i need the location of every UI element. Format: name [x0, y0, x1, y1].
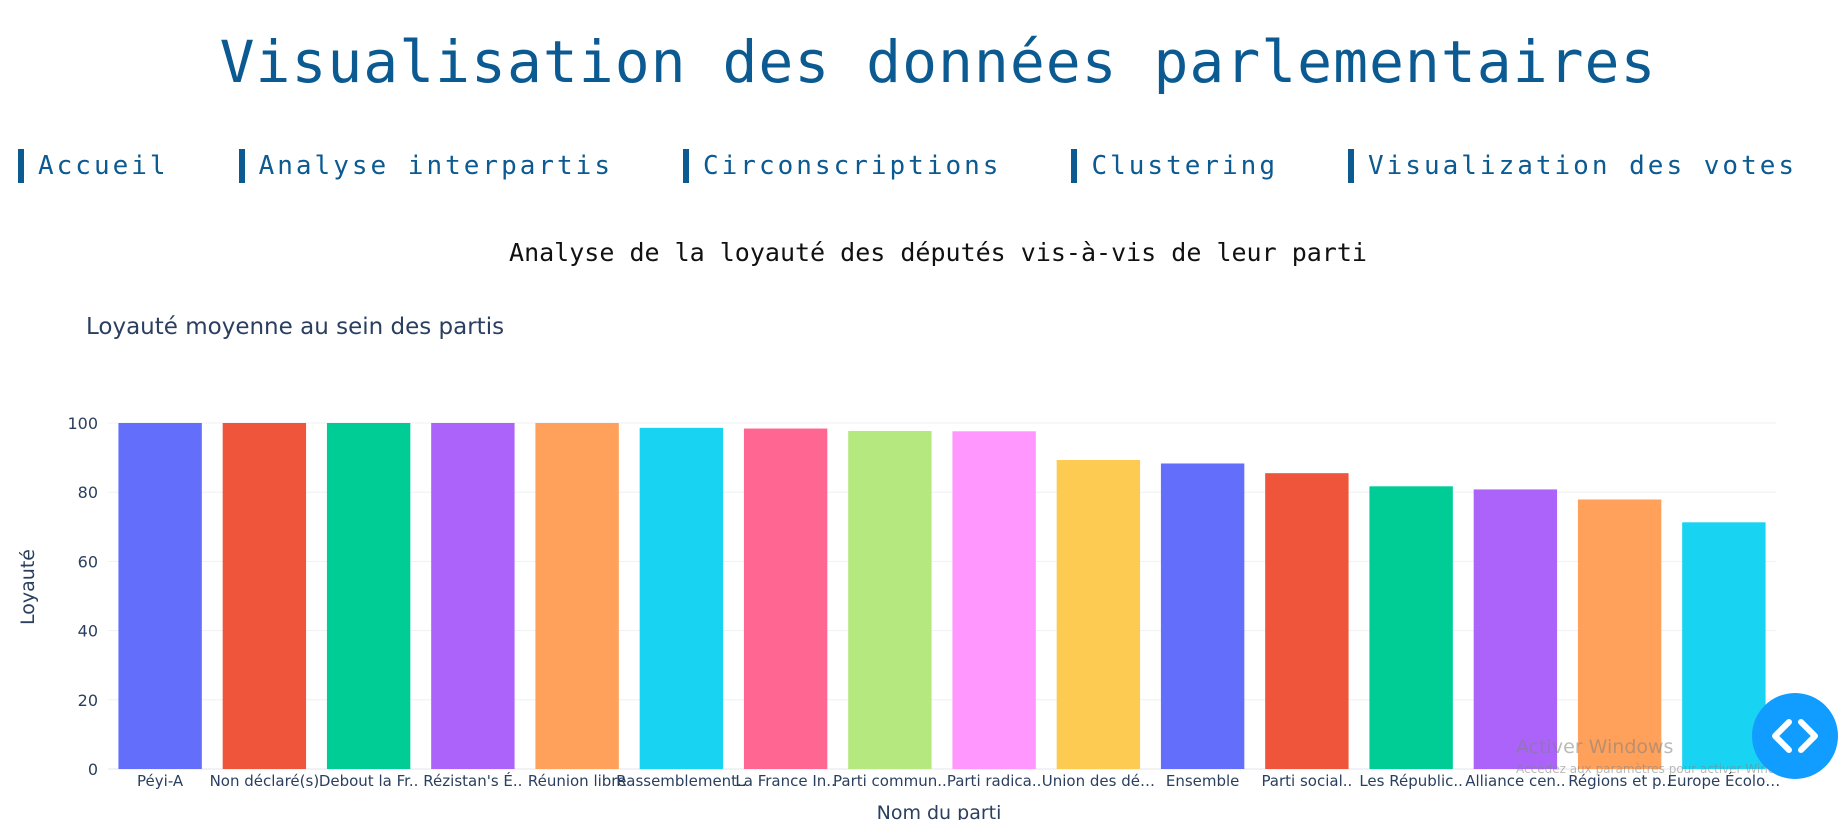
y-tick-label: 20: [78, 691, 98, 710]
bar[interactable]: [848, 430, 932, 769]
x-tick-label: Rassemblement..: [616, 772, 746, 790]
x-tick-label: Les Républic..: [1359, 772, 1463, 790]
page-title: Visualisation des données parlementaires: [219, 28, 1657, 96]
nav-item-analyse-interpartis[interactable]: Analyse interpartis: [238, 149, 613, 183]
bar[interactable]: [326, 423, 411, 769]
bar[interactable]: [118, 423, 202, 769]
nav-item-accueil[interactable]: Accueil: [18, 149, 169, 183]
bar[interactable]: [1682, 522, 1766, 769]
bar[interactable]: [1265, 473, 1349, 769]
x-tick-label: Réunion libre: [528, 772, 627, 790]
bar[interactable]: [1056, 460, 1141, 769]
watermark-subtitle: Accédez aux paramètres pour activer Wind…: [1516, 762, 1803, 776]
x-tick-label: Rézistan's É..: [423, 771, 522, 790]
x-tick-label: Union des dé…: [1042, 772, 1155, 790]
x-tick-label: Parti commun..: [833, 772, 947, 790]
y-tick-label: 100: [67, 414, 98, 433]
y-tick-label: 40: [78, 622, 98, 641]
x-tick-label: La France In..: [735, 772, 835, 790]
x-tick-label: Alliance cen..: [1465, 772, 1565, 790]
x-tick-label: Debout la Fr..: [319, 772, 419, 790]
watermark-title: Activer Windows: [1516, 736, 1674, 758]
x-tick-label: Parti radica..: [947, 772, 1042, 790]
bar[interactable]: [431, 423, 515, 769]
x-tick-label: Péyi-A: [137, 772, 184, 790]
chart-y-ticks: 0 20 40 60 80 100: [67, 414, 98, 779]
x-tick-label: Ensemble: [1166, 772, 1240, 790]
section-title: Analyse de la loyauté des députés vis-à-…: [509, 238, 1367, 267]
bar[interactable]: [1369, 486, 1453, 769]
bar[interactable]: [952, 431, 1036, 769]
x-tick-label: Régions et p..: [1568, 772, 1671, 790]
x-tick-label: Non déclaré(s): [210, 772, 320, 790]
y-tick-label: 60: [78, 552, 98, 571]
y-tick-label: 80: [78, 483, 98, 502]
bar[interactable]: [1577, 499, 1662, 769]
bar[interactable]: [1473, 489, 1558, 769]
debug-menu-button[interactable]: [1752, 693, 1838, 779]
chart-x-axis-label: Nom du parti: [877, 802, 1002, 820]
chart-bars: [118, 423, 1766, 769]
chart-y-axis-label: Loyauté: [17, 549, 39, 625]
windows-activation-watermark: Activer Windows Accédez aux paramètres p…: [1516, 736, 1803, 776]
bar[interactable]: [222, 423, 307, 769]
bar[interactable]: [535, 423, 619, 769]
chart-x-ticks: Péyi-A Non déclaré(s) Debout la Fr.. Rézist…: [137, 771, 1780, 790]
nav-item-visualization-votes[interactable]: Visualization des votes: [1348, 149, 1797, 183]
bar[interactable]: [639, 427, 724, 769]
x-tick-label: Europe Écolo…: [1667, 771, 1780, 790]
code-brackets-icon: [1772, 719, 1818, 753]
bar[interactable]: [743, 428, 828, 769]
bar[interactable]: [1160, 463, 1245, 769]
main-nav: Accueil Analyse interpartis Circonscript…: [18, 148, 1797, 184]
nav-item-clustering[interactable]: Clustering: [1071, 149, 1278, 183]
x-tick-label: Parti social..: [1261, 772, 1352, 790]
chart-title: Loyauté moyenne au sein des partis: [86, 314, 505, 340]
nav-item-circonscriptions[interactable]: Circonscriptions: [683, 149, 1001, 183]
y-tick-label: 0: [88, 760, 98, 779]
